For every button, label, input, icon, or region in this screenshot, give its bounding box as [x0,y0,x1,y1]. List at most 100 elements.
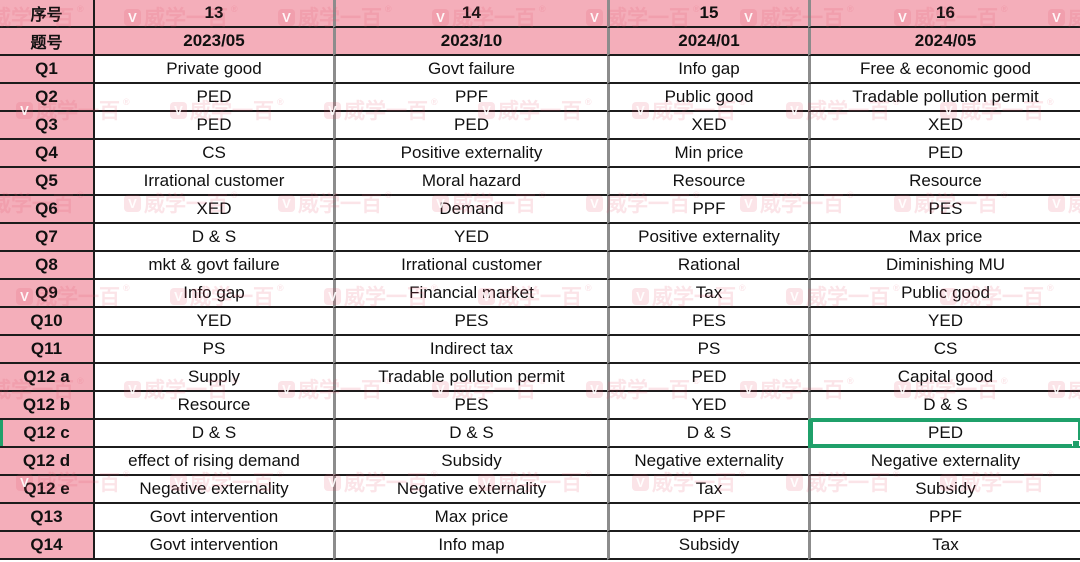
table-cell[interactable]: Resource [93,392,333,420]
table-cell[interactable]: Negative externality [333,476,607,504]
column-header-num[interactable]: 16 [808,0,1080,28]
row-label[interactable]: Q3 [0,112,93,140]
table-cell[interactable]: PPF [333,84,607,112]
table-cell[interactable]: Resource [808,168,1080,196]
table-cell[interactable]: PS [93,336,333,364]
table-cell[interactable]: PPF [607,504,808,532]
table-cell[interactable]: PES [808,196,1080,224]
table-cell[interactable]: Tradable pollution permit [808,84,1080,112]
table-cell[interactable]: effect of rising demand [93,448,333,476]
table-cell[interactable]: PES [333,392,607,420]
table-cell[interactable]: Negative externality [808,448,1080,476]
table-cell[interactable]: Max price [808,224,1080,252]
table-cell[interactable]: YED [333,224,607,252]
row-label[interactable]: Q5 [0,168,93,196]
table-cell[interactable]: PPF [607,196,808,224]
column-header-date[interactable]: 2023/05 [93,28,333,56]
row-label[interactable]: Q11 [0,336,93,364]
table-cell[interactable]: D & S [93,420,333,448]
row-label[interactable]: Q9 [0,280,93,308]
table-cell[interactable]: Tax [607,476,808,504]
row-label[interactable]: Q2 [0,84,93,112]
table-cell[interactable]: Public good [607,84,808,112]
table-cell[interactable]: PS [607,336,808,364]
table-cell[interactable]: Negative externality [93,476,333,504]
table-cell[interactable]: Min price [607,140,808,168]
column-header-num[interactable]: 15 [607,0,808,28]
table-cell[interactable]: Tradable pollution permit [333,364,607,392]
row-label[interactable]: Q7 [0,224,93,252]
table-cell[interactable]: Info gap [607,56,808,84]
row-label[interactable]: Q14 [0,532,93,560]
table-cell[interactable]: Subsidy [808,476,1080,504]
table-cell[interactable]: Resource [607,168,808,196]
table-cell[interactable]: Tax [607,280,808,308]
row-label[interactable]: Q1 [0,56,93,84]
table-cell[interactable]: XED [607,112,808,140]
table-cell[interactable]: Positive externality [333,140,607,168]
table-cell[interactable]: Positive externality [607,224,808,252]
table-cell[interactable]: XED [93,196,333,224]
row-label[interactable]: Q8 [0,252,93,280]
table-cell[interactable]: Subsidy [607,532,808,560]
table-cell[interactable]: D & S [808,392,1080,420]
table-cell[interactable]: D & S [333,420,607,448]
column-header-num[interactable]: 13 [93,0,333,28]
table-cell[interactable]: XED [808,112,1080,140]
row-label[interactable]: Q4 [0,140,93,168]
table-cell[interactable]: Tax [808,532,1080,560]
row-label[interactable]: Q12 e [0,476,93,504]
table-cell[interactable]: PES [607,308,808,336]
row-label[interactable]: Q12 d [0,448,93,476]
partial-next-row [0,560,1080,562]
table-cell[interactable]: Demand [333,196,607,224]
table-cell[interactable]: CS [93,140,333,168]
table-cell[interactable]: Govt failure [333,56,607,84]
table-cell[interactable]: PED [93,84,333,112]
table-cell[interactable]: YED [93,308,333,336]
table-cell[interactable]: Irrational customer [93,168,333,196]
row-label[interactable]: Q6 [0,196,93,224]
table-cell[interactable]: Diminishing MU [808,252,1080,280]
table-cell[interactable]: PPF [808,504,1080,532]
table-cell[interactable]: Private good [93,56,333,84]
table-cell[interactable]: Financial market [333,280,607,308]
table-cell[interactable]: Public good [808,280,1080,308]
table-cell[interactable]: Rational [607,252,808,280]
table-cell[interactable]: PED [333,112,607,140]
table-cell[interactable]: Info map [333,532,607,560]
column-header-date[interactable]: 2024/05 [808,28,1080,56]
table-cell[interactable]: Irrational customer [333,252,607,280]
table-cell[interactable]: Govt intervention [93,504,333,532]
table-cell[interactable]: Negative externality [607,448,808,476]
table-cell[interactable]: D & S [93,224,333,252]
table-cell[interactable]: Capital good [808,364,1080,392]
column-header-num[interactable]: 14 [333,0,607,28]
table-cell[interactable]: CS [808,336,1080,364]
table-cell[interactable]: D & S [607,420,808,448]
table-cell[interactable]: Supply [93,364,333,392]
row-label[interactable]: Q12 c [0,420,93,448]
table-cell[interactable]: Indirect tax [333,336,607,364]
row-label[interactable]: Q10 [0,308,93,336]
table-cell[interactable]: PED [808,420,1080,448]
table-cell[interactable]: Free & economic good [808,56,1080,84]
table-cell[interactable]: PES [333,308,607,336]
column-header-date[interactable]: 2023/10 [333,28,607,56]
table-cell[interactable]: YED [808,308,1080,336]
table-cell[interactable]: PED [93,112,333,140]
column-header-date[interactable]: 2024/01 [607,28,808,56]
table-cell[interactable]: PED [808,140,1080,168]
row-label[interactable]: Q13 [0,504,93,532]
table-cell[interactable]: Info gap [93,280,333,308]
row-label[interactable]: Q12 a [0,364,93,392]
table-cell[interactable]: Govt intervention [93,532,333,560]
row-label[interactable]: Q12 b [0,392,93,420]
table-cell[interactable]: Moral hazard [333,168,607,196]
table-cell[interactable]: Max price [333,504,607,532]
table-cell[interactable]: mkt & govt failure [93,252,333,280]
table-cell[interactable]: YED [607,392,808,420]
table-cell[interactable]: Subsidy [333,448,607,476]
table-cell[interactable]: PED [607,364,808,392]
